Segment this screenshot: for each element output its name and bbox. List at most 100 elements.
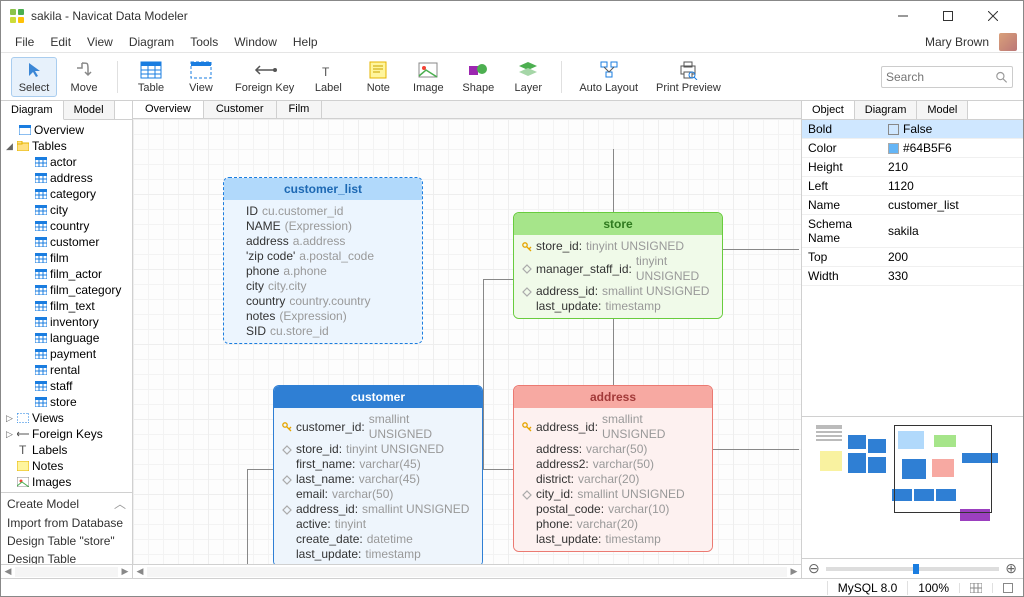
tree-table-payment[interactable]: payment (1, 346, 132, 362)
tree-table-film[interactable]: film (1, 250, 132, 266)
tree-overview[interactable]: Overview (1, 122, 132, 138)
field-row[interactable]: last_update: timestamp (282, 547, 474, 562)
minimap-viewport[interactable] (894, 425, 992, 513)
tree-table-film_category[interactable]: film_category (1, 282, 132, 298)
tree-images[interactable]: Images (1, 474, 132, 490)
menu-file[interactable]: File (7, 33, 42, 51)
search-box[interactable] (881, 66, 1013, 88)
field-row[interactable]: city city.city (232, 279, 414, 294)
toolbar-note-button[interactable]: Note (355, 57, 401, 97)
toolbar-fk-button[interactable]: Foreign Key (228, 57, 301, 97)
toolbar-view-button[interactable]: View (178, 57, 224, 97)
menu-view[interactable]: View (79, 33, 121, 51)
zoom-slider[interactable] (826, 567, 1000, 571)
tree-table-film_actor[interactable]: film_actor (1, 266, 132, 282)
field-row[interactable]: first_name: varchar(45) (282, 457, 474, 472)
tree-table-film_text[interactable]: film_text (1, 298, 132, 314)
tree-views[interactable]: ▷Views (1, 410, 132, 426)
menu-diagram[interactable]: Diagram (121, 33, 182, 51)
user-avatar[interactable] (999, 33, 1017, 51)
recent-item[interactable]: Create Model︿ (1, 493, 132, 514)
field-row[interactable]: store_id: tinyint UNSIGNED (282, 442, 474, 457)
left-tab-diagram[interactable]: Diagram (1, 101, 64, 120)
field-row[interactable]: NAME (Expression) (232, 219, 414, 234)
prop-color[interactable]: Color#64B5F6 (802, 139, 1023, 158)
entity-header[interactable]: store (514, 213, 722, 235)
field-row[interactable]: address2: varchar(50) (522, 457, 704, 472)
tree-tables[interactable]: ◢ Tables (1, 138, 132, 154)
chevron-up-icon[interactable]: ︿ (114, 495, 126, 512)
expand-icon[interactable]: ▷ (5, 413, 14, 424)
tree-table-customer[interactable]: customer (1, 234, 132, 250)
toolbar-autolayout-button[interactable]: Auto Layout (572, 57, 645, 97)
user-name[interactable]: Mary Brown (919, 33, 995, 51)
canvas-tab-customer[interactable]: Customer (204, 101, 277, 118)
tree-table-address[interactable]: address (1, 170, 132, 186)
minimap[interactable] (802, 416, 1023, 558)
field-row[interactable]: last_update: timestamp (522, 299, 714, 314)
zoom-in-icon[interactable]: ⊕ (1005, 560, 1017, 577)
field-row[interactable]: ID cu.customer_id (232, 204, 414, 219)
field-row[interactable]: address_id: smallint UNSIGNED (522, 284, 714, 299)
prop-name[interactable]: Namecustomer_list (802, 196, 1023, 215)
tree-foreign-keys[interactable]: ▷Foreign Keys (1, 426, 132, 442)
field-row[interactable]: notes (Expression) (232, 309, 414, 324)
tree-table-category[interactable]: category (1, 186, 132, 202)
tree-notes[interactable]: Notes (1, 458, 132, 474)
tree-table-city[interactable]: city (1, 202, 132, 218)
field-row[interactable]: last_name: varchar(45) (282, 472, 474, 487)
prop-top[interactable]: Top200 (802, 248, 1023, 267)
close-button[interactable] (970, 1, 1015, 31)
field-row[interactable]: phone a.phone (232, 264, 414, 279)
field-row[interactable]: address a.address (232, 234, 414, 249)
tree-table-actor[interactable]: actor (1, 154, 132, 170)
toolbar-layer-button[interactable]: Layer (505, 57, 551, 97)
right-tab-model[interactable]: Model (917, 101, 968, 119)
prop-schema-name[interactable]: Schema Namesakila (802, 215, 1023, 248)
menu-edit[interactable]: Edit (42, 33, 79, 51)
field-row[interactable]: city_id: smallint UNSIGNED (522, 487, 704, 502)
prop-bold[interactable]: BoldFalse (802, 120, 1023, 139)
canvas-tab-overview[interactable]: Overview (133, 101, 204, 118)
tree-table-rental[interactable]: rental (1, 362, 132, 378)
menu-tools[interactable]: Tools (182, 33, 226, 51)
entity-header[interactable]: address (514, 386, 712, 408)
recent-item[interactable]: Import from Database (1, 514, 132, 532)
status-page-icon[interactable] (992, 583, 1023, 593)
menu-help[interactable]: Help (285, 33, 326, 51)
entity-header[interactable]: customer (274, 386, 482, 408)
checkbox-icon[interactable] (888, 124, 899, 135)
tree-table-store[interactable]: store (1, 394, 132, 410)
menu-window[interactable]: Window (226, 33, 285, 51)
tree-table-staff[interactable]: staff (1, 378, 132, 394)
field-row[interactable]: phone: varchar(20) (522, 517, 704, 532)
field-row[interactable]: customer_id: smallint UNSIGNED (282, 412, 474, 442)
toolbar-label-button[interactable]: TLabel (305, 57, 351, 97)
canvas-tab-film[interactable]: Film (277, 101, 323, 118)
field-row[interactable]: SID cu.store_id (232, 324, 414, 339)
maximize-button[interactable] (925, 1, 970, 31)
field-row[interactable]: address_id: smallint UNSIGNED (282, 502, 474, 517)
right-tab-object[interactable]: Object (802, 101, 855, 119)
entity-address[interactable]: addressaddress_id: smallint UNSIGNEDaddr… (513, 385, 713, 552)
field-row[interactable]: address: varchar(50) (522, 442, 704, 457)
field-row[interactable]: store_id: tinyint UNSIGNED (522, 239, 714, 254)
field-row[interactable]: postal_code: varchar(10) (522, 502, 704, 517)
toolbar-shape-button[interactable]: Shape (455, 57, 501, 97)
canvas[interactable]: customer_list ID cu.customer_idNAME (Expr… (133, 119, 801, 564)
field-row[interactable]: 'zip code' a.postal_code (232, 249, 414, 264)
entity-header[interactable]: customer_list (224, 178, 422, 200)
recent-item[interactable]: Design Table "customer" (1, 550, 132, 564)
search-input[interactable] (886, 70, 995, 84)
field-row[interactable]: district: varchar(20) (522, 472, 704, 487)
toolbar-printpreview-button[interactable]: Print Preview (649, 57, 728, 97)
expand-icon[interactable]: ▷ (5, 429, 14, 440)
entity-customer_list[interactable]: customer_list ID cu.customer_idNAME (Expr… (223, 177, 423, 344)
field-row[interactable]: create_date: datetime (282, 532, 474, 547)
right-tab-diagram[interactable]: Diagram (855, 101, 918, 119)
canvas-scrollbar[interactable]: ◀▶ (133, 564, 801, 578)
status-grid-icon[interactable] (959, 583, 992, 593)
field-row[interactable]: active: tinyint (282, 517, 474, 532)
prop-width[interactable]: Width330 (802, 267, 1023, 286)
zoom-out-icon[interactable]: ⊖ (808, 560, 820, 577)
